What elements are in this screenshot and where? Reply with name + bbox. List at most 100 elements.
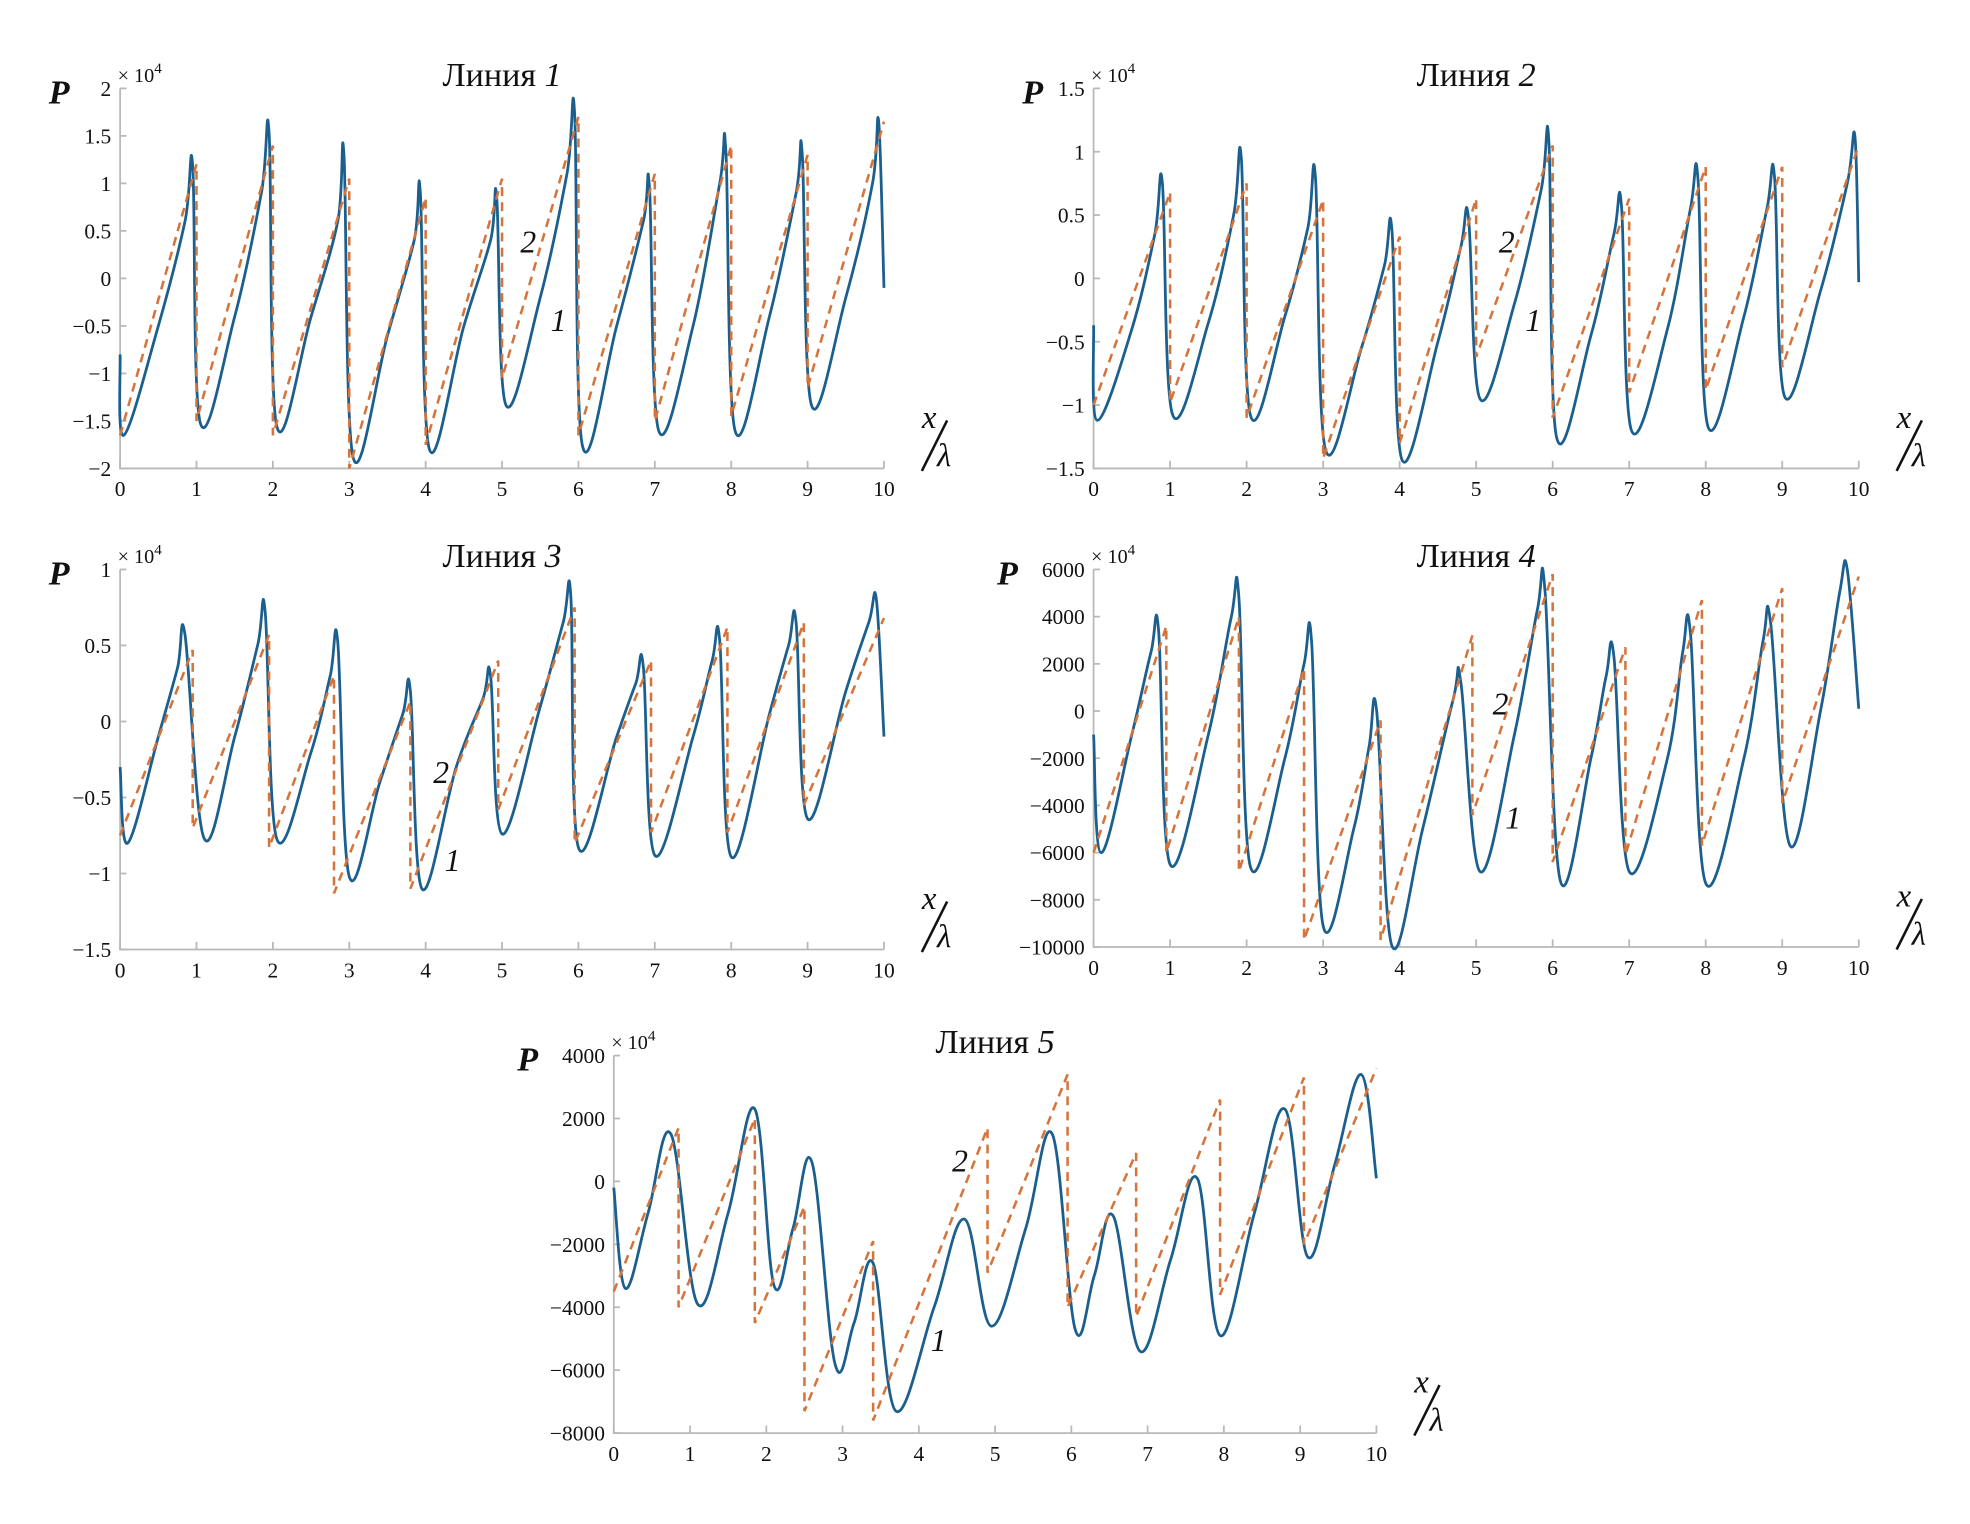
y-tick-label: 4000 bbox=[1042, 605, 1085, 629]
x-tick-label: 1 bbox=[191, 477, 202, 501]
x-tick-label: 1 bbox=[685, 1442, 696, 1466]
x-tick-label: 2 bbox=[268, 477, 279, 501]
series-label-2: 2 bbox=[520, 225, 536, 260]
chart-title-number: 3 bbox=[544, 538, 562, 575]
y-tick-label: 0 bbox=[1074, 267, 1085, 291]
series-label-1: 1 bbox=[551, 303, 567, 338]
x-tick-label: 3 bbox=[344, 477, 355, 501]
x-tick-label: 3 bbox=[1318, 477, 1329, 501]
x-tick-label: 2 bbox=[1241, 956, 1252, 980]
x-axis-label: xλ bbox=[1413, 1365, 1444, 1439]
series-line-1 bbox=[612, 1073, 1378, 1413]
x-tick-label: 1 bbox=[1165, 477, 1176, 501]
y-tick-label: −6000 bbox=[1030, 841, 1085, 865]
y-tick-label: −0.5 bbox=[72, 314, 111, 338]
x-tick-label: 7 bbox=[1624, 477, 1635, 501]
x-tick-label: 10 bbox=[873, 477, 894, 501]
x-tick-label: 4 bbox=[420, 477, 431, 501]
series-label-1: 1 bbox=[445, 843, 461, 878]
y-tick-label: −2000 bbox=[1030, 747, 1085, 771]
x-tick-label: 8 bbox=[1700, 477, 1711, 501]
y-scale-multiplier: × 104 bbox=[1091, 60, 1136, 87]
x-tick-label: 6 bbox=[573, 958, 584, 982]
multiplier-base: × 10 bbox=[1091, 65, 1128, 87]
y-scale-multiplier: × 104 bbox=[1091, 541, 1136, 568]
y-tick-label: −1.5 bbox=[1046, 457, 1085, 481]
y-tick-label: 4000 bbox=[562, 1044, 605, 1068]
y-tick-label: 1.5 bbox=[84, 124, 111, 148]
y-tick-label: 0 bbox=[101, 267, 112, 291]
x-axis-label: xλ bbox=[920, 881, 951, 955]
x-tick-label: 7 bbox=[649, 958, 660, 982]
y-tick-label: 1 bbox=[101, 558, 112, 582]
chart-title-number: 1 bbox=[545, 57, 562, 94]
x-tick-label: 6 bbox=[573, 477, 584, 501]
y-tick-label: −1 bbox=[88, 362, 111, 386]
y-tick-label: −1 bbox=[1062, 394, 1085, 418]
y-tick-label: −8000 bbox=[1030, 888, 1085, 912]
x-tick-label: 9 bbox=[1295, 1442, 1306, 1466]
x-axis-label-denominator: λ bbox=[936, 438, 951, 474]
y-tick-label: 0 bbox=[1074, 700, 1085, 724]
x-tick-label: 9 bbox=[1777, 956, 1788, 980]
y-tick-label: −6000 bbox=[550, 1359, 605, 1383]
series-line-1 bbox=[118, 579, 886, 892]
y-axis-label: P bbox=[516, 1042, 539, 1079]
y-axis-label: P bbox=[48, 75, 71, 112]
chart-title-number: 2 bbox=[1519, 57, 1536, 94]
x-tick-label: 2 bbox=[268, 958, 279, 982]
x-tick-label: 10 bbox=[1848, 956, 1869, 980]
series-label-2: 2 bbox=[1499, 225, 1515, 260]
multiplier-exponent: 4 bbox=[648, 1027, 656, 1044]
x-tick-label: 4 bbox=[1394, 956, 1405, 980]
x-tick-label: 8 bbox=[1219, 1442, 1230, 1466]
y-tick-label: 0 bbox=[594, 1170, 605, 1194]
x-tick-label: 6 bbox=[1547, 477, 1558, 501]
x-tick-label: 5 bbox=[990, 1442, 1001, 1466]
x-axis-label-slash bbox=[920, 419, 949, 472]
y-scale-multiplier: × 104 bbox=[611, 1027, 656, 1054]
x-tick-label: 3 bbox=[837, 1442, 848, 1466]
x-tick-label: 10 bbox=[873, 958, 894, 982]
y-tick-label: 6000 bbox=[1042, 558, 1085, 582]
y-tick-label: −1.5 bbox=[72, 938, 111, 962]
x-axis-label-numerator: x bbox=[1896, 400, 1912, 436]
x-tick-label: 3 bbox=[344, 958, 355, 982]
chart-title-text: Линия bbox=[1417, 538, 1519, 575]
x-axis-label: xλ bbox=[1895, 400, 1926, 474]
x-tick-label: 3 bbox=[1318, 956, 1329, 980]
x-tick-label: 0 bbox=[115, 958, 126, 982]
x-tick-label: 9 bbox=[802, 958, 813, 982]
y-scale-multiplier: × 104 bbox=[118, 60, 163, 87]
axes bbox=[612, 1055, 1377, 1434]
y-tick-label: −0.5 bbox=[1046, 330, 1085, 354]
x-tick-label: 1 bbox=[1165, 956, 1176, 980]
y-tick-label: −4000 bbox=[550, 1296, 605, 1320]
x-tick-label: 2 bbox=[761, 1442, 772, 1466]
x-axis-label-numerator: x bbox=[921, 881, 937, 917]
x-axis-label: xλ bbox=[1895, 879, 1926, 952]
x-tick-label: 9 bbox=[1777, 477, 1788, 501]
x-axis-label: xλ bbox=[920, 400, 951, 474]
series-label-1: 1 bbox=[1505, 800, 1521, 835]
y-tick-label: 0.5 bbox=[1058, 204, 1085, 228]
chart-title: Линия 5 bbox=[936, 1024, 1055, 1061]
multiplier-exponent: 4 bbox=[1128, 60, 1136, 77]
y-tick-label: 0 bbox=[101, 710, 112, 734]
y-tick-label: −4000 bbox=[1030, 794, 1085, 818]
x-tick-label: 0 bbox=[608, 1442, 619, 1466]
x-axis-label-numerator: x bbox=[1413, 1365, 1429, 1401]
chart-title: Линия 2 bbox=[1417, 57, 1536, 94]
x-axis-label-slash bbox=[920, 900, 949, 953]
x-tick-label: 9 bbox=[802, 477, 813, 501]
chart-title: Линия 3 bbox=[443, 538, 562, 575]
x-tick-label: 0 bbox=[115, 477, 126, 501]
x-tick-label: 7 bbox=[1624, 956, 1635, 980]
multiplier-base: × 10 bbox=[118, 65, 155, 87]
x-tick-label: 2 bbox=[1241, 477, 1252, 501]
y-tick-label: 1 bbox=[101, 172, 112, 196]
chart-title-number: 5 bbox=[1038, 1024, 1055, 1061]
x-axis-label-denominator: λ bbox=[1911, 916, 1926, 952]
